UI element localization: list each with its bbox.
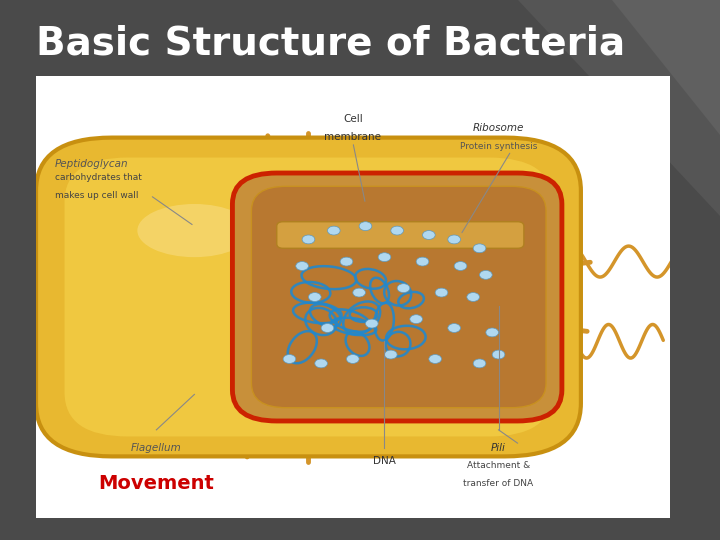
Text: Cell: Cell bbox=[343, 114, 363, 124]
Text: Flagellum: Flagellum bbox=[131, 443, 181, 453]
Circle shape bbox=[410, 315, 423, 323]
Circle shape bbox=[353, 288, 366, 297]
Circle shape bbox=[296, 261, 308, 271]
Text: membrane: membrane bbox=[324, 132, 382, 142]
Circle shape bbox=[448, 323, 461, 333]
FancyBboxPatch shape bbox=[36, 76, 670, 518]
Circle shape bbox=[473, 359, 486, 368]
Circle shape bbox=[435, 288, 448, 297]
Circle shape bbox=[283, 355, 296, 363]
Circle shape bbox=[480, 271, 492, 279]
Text: DNA: DNA bbox=[373, 456, 396, 467]
Circle shape bbox=[391, 226, 403, 235]
Circle shape bbox=[454, 261, 467, 271]
Circle shape bbox=[486, 328, 498, 337]
Circle shape bbox=[492, 350, 505, 359]
Text: carbohydrates that: carbohydrates that bbox=[55, 173, 142, 182]
Circle shape bbox=[328, 226, 340, 235]
Circle shape bbox=[340, 257, 353, 266]
Circle shape bbox=[467, 293, 480, 301]
Circle shape bbox=[359, 222, 372, 231]
Polygon shape bbox=[518, 0, 720, 216]
Circle shape bbox=[302, 235, 315, 244]
Circle shape bbox=[448, 235, 461, 244]
FancyBboxPatch shape bbox=[233, 173, 562, 421]
Circle shape bbox=[366, 319, 378, 328]
FancyBboxPatch shape bbox=[65, 158, 552, 436]
Circle shape bbox=[378, 253, 391, 261]
Text: makes up cell wall: makes up cell wall bbox=[55, 191, 138, 200]
Polygon shape bbox=[612, 0, 720, 135]
Circle shape bbox=[346, 355, 359, 363]
Ellipse shape bbox=[138, 204, 251, 257]
Circle shape bbox=[308, 293, 321, 301]
Text: Protein synthesis: Protein synthesis bbox=[460, 142, 537, 151]
Text: Basic Structure of Bacteria: Basic Structure of Bacteria bbox=[36, 24, 625, 62]
Circle shape bbox=[384, 350, 397, 359]
Circle shape bbox=[423, 231, 435, 239]
Text: Peptidoglycan: Peptidoglycan bbox=[55, 159, 129, 168]
Text: Attachment &: Attachment & bbox=[467, 461, 530, 470]
Circle shape bbox=[473, 244, 486, 253]
FancyBboxPatch shape bbox=[276, 222, 524, 248]
FancyBboxPatch shape bbox=[251, 186, 546, 408]
Circle shape bbox=[321, 323, 334, 333]
Text: Movement: Movement bbox=[99, 474, 215, 493]
FancyBboxPatch shape bbox=[36, 138, 581, 456]
Circle shape bbox=[315, 359, 328, 368]
Circle shape bbox=[416, 257, 429, 266]
Text: transfer of DNA: transfer of DNA bbox=[464, 478, 534, 488]
Text: Pili: Pili bbox=[491, 443, 506, 453]
Circle shape bbox=[397, 284, 410, 293]
Text: Ribosome: Ribosome bbox=[473, 123, 524, 133]
Circle shape bbox=[429, 355, 441, 363]
